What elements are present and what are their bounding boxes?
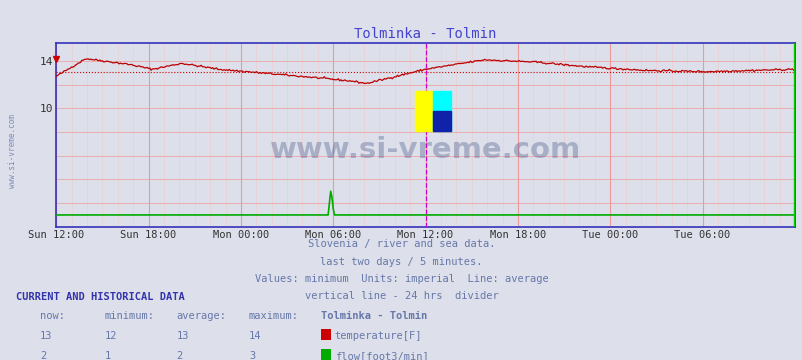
Text: average:: average: xyxy=(176,311,226,321)
Text: now:: now: xyxy=(40,311,65,321)
Text: vertical line - 24 hrs  divider: vertical line - 24 hrs divider xyxy=(304,291,498,301)
Text: minimum:: minimum: xyxy=(104,311,154,321)
Title: Tolminka - Tolmin: Tolminka - Tolmin xyxy=(354,27,496,41)
Bar xyxy=(432,91,451,131)
Text: 14: 14 xyxy=(249,331,261,341)
Bar xyxy=(414,91,432,131)
Text: www.si-vreme.com: www.si-vreme.com xyxy=(269,136,581,164)
Text: 1: 1 xyxy=(104,351,111,360)
Text: flow[foot3/min]: flow[foot3/min] xyxy=(334,351,428,360)
Bar xyxy=(432,111,451,131)
Text: 12: 12 xyxy=(104,331,117,341)
Text: 13: 13 xyxy=(176,331,189,341)
Text: 3: 3 xyxy=(249,351,255,360)
Text: CURRENT AND HISTORICAL DATA: CURRENT AND HISTORICAL DATA xyxy=(16,292,184,302)
Text: Values: minimum  Units: imperial  Line: average: Values: minimum Units: imperial Line: av… xyxy=(254,274,548,284)
Text: 13: 13 xyxy=(40,331,53,341)
Text: 2: 2 xyxy=(40,351,47,360)
Text: maximum:: maximum: xyxy=(249,311,298,321)
Text: last two days / 5 minutes.: last two days / 5 minutes. xyxy=(320,257,482,267)
Text: Tolminka - Tolmin: Tolminka - Tolmin xyxy=(321,311,427,321)
Text: Slovenia / river and sea data.: Slovenia / river and sea data. xyxy=(307,239,495,249)
Text: 2: 2 xyxy=(176,351,183,360)
Text: www.si-vreme.com: www.si-vreme.com xyxy=(8,114,17,188)
Text: temperature[F]: temperature[F] xyxy=(334,331,422,341)
